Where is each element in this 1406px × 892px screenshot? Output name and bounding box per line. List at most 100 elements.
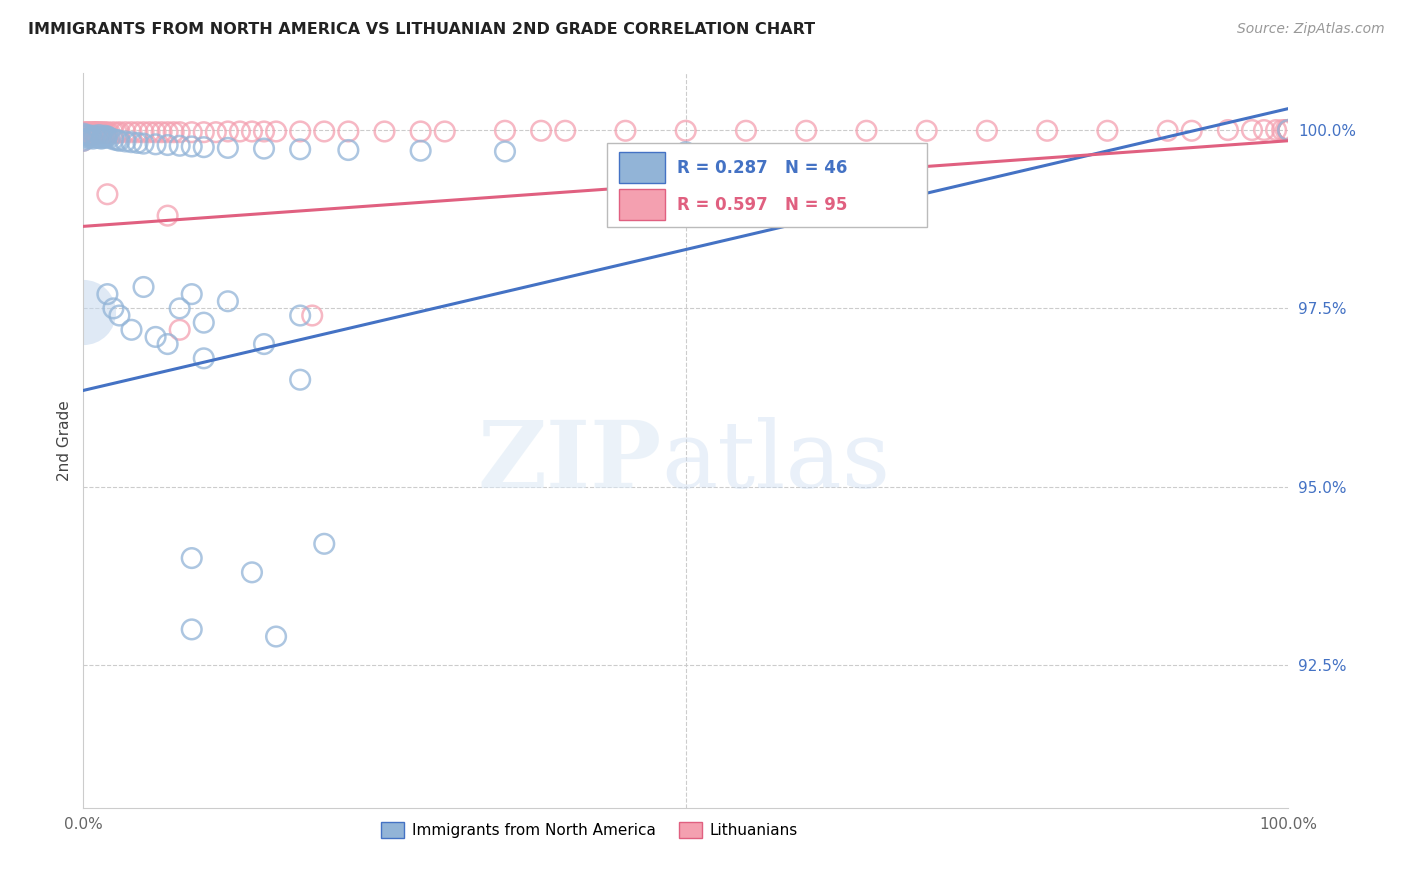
Point <box>96 287 118 301</box>
Point <box>94 127 117 141</box>
Point <box>240 566 263 580</box>
Point <box>180 287 202 301</box>
Point <box>1277 123 1299 137</box>
Point <box>1277 123 1299 137</box>
Point <box>87 131 110 145</box>
Point <box>86 129 108 144</box>
Point <box>253 124 276 138</box>
Point <box>1240 123 1263 137</box>
Point <box>180 125 202 139</box>
Point <box>76 131 98 145</box>
Point <box>217 294 239 309</box>
Point <box>87 126 110 140</box>
Point <box>193 140 215 154</box>
Point <box>314 124 336 138</box>
Point <box>1265 123 1288 137</box>
Point <box>1277 123 1299 137</box>
Point <box>91 129 114 144</box>
Point <box>79 129 101 144</box>
Point <box>1097 124 1119 138</box>
Y-axis label: 2nd Grade: 2nd Grade <box>58 400 72 481</box>
Point <box>1277 123 1299 137</box>
Point <box>121 323 143 337</box>
Point <box>105 133 128 147</box>
Point <box>79 125 101 139</box>
Point <box>80 128 103 142</box>
Point <box>96 130 118 145</box>
Point <box>409 124 432 138</box>
Point <box>90 131 112 145</box>
Point <box>855 124 877 138</box>
Point <box>156 138 179 153</box>
Point <box>530 124 553 138</box>
Point <box>217 141 239 155</box>
Point <box>264 630 287 644</box>
Point <box>1277 123 1299 137</box>
Point <box>409 144 432 158</box>
Point <box>132 280 155 294</box>
Point <box>84 126 107 140</box>
Point <box>98 131 121 145</box>
Point <box>1277 123 1299 137</box>
Point <box>180 623 202 637</box>
Point <box>77 128 100 142</box>
FancyBboxPatch shape <box>607 143 927 227</box>
Point <box>96 126 118 140</box>
Point <box>1277 123 1299 137</box>
Point <box>217 124 239 138</box>
Point <box>1277 123 1299 137</box>
Point <box>494 145 516 159</box>
Point <box>93 131 115 145</box>
Point <box>84 125 107 139</box>
Point <box>735 124 758 138</box>
Point <box>180 551 202 566</box>
Point <box>84 130 107 145</box>
Point <box>156 125 179 139</box>
Point <box>169 323 191 337</box>
Point <box>83 128 105 142</box>
Point <box>80 130 103 145</box>
Point <box>145 330 167 344</box>
FancyBboxPatch shape <box>620 153 665 183</box>
Point <box>83 128 105 143</box>
Point <box>77 126 100 140</box>
Point <box>193 316 215 330</box>
Point <box>1216 123 1239 137</box>
Point <box>1277 123 1299 137</box>
Point <box>103 301 125 316</box>
Point <box>337 143 360 157</box>
Point <box>83 125 105 139</box>
Point <box>114 135 136 149</box>
Point <box>433 124 456 138</box>
Text: atlas: atlas <box>662 417 891 508</box>
Point <box>794 124 817 138</box>
Point <box>127 136 149 150</box>
Point <box>253 142 276 156</box>
Point <box>1277 123 1299 137</box>
Point <box>77 128 100 142</box>
Point <box>82 131 104 145</box>
Point <box>79 126 101 140</box>
Point <box>229 124 252 138</box>
Point <box>82 126 104 140</box>
Point <box>145 137 167 152</box>
Point <box>180 139 202 153</box>
Point <box>72 127 94 141</box>
Point <box>82 128 104 142</box>
Point <box>554 124 576 138</box>
Point <box>72 127 94 141</box>
Point <box>205 125 228 139</box>
Point <box>915 124 938 138</box>
Point <box>138 125 160 139</box>
Point <box>240 124 263 138</box>
Point <box>79 128 101 142</box>
Point <box>105 126 128 140</box>
Point <box>1036 124 1059 138</box>
Point <box>337 124 360 138</box>
Point <box>72 305 94 319</box>
Point <box>1181 124 1204 138</box>
Point <box>1277 123 1299 137</box>
Point <box>96 125 118 139</box>
Point <box>108 125 131 139</box>
Point <box>373 124 395 138</box>
